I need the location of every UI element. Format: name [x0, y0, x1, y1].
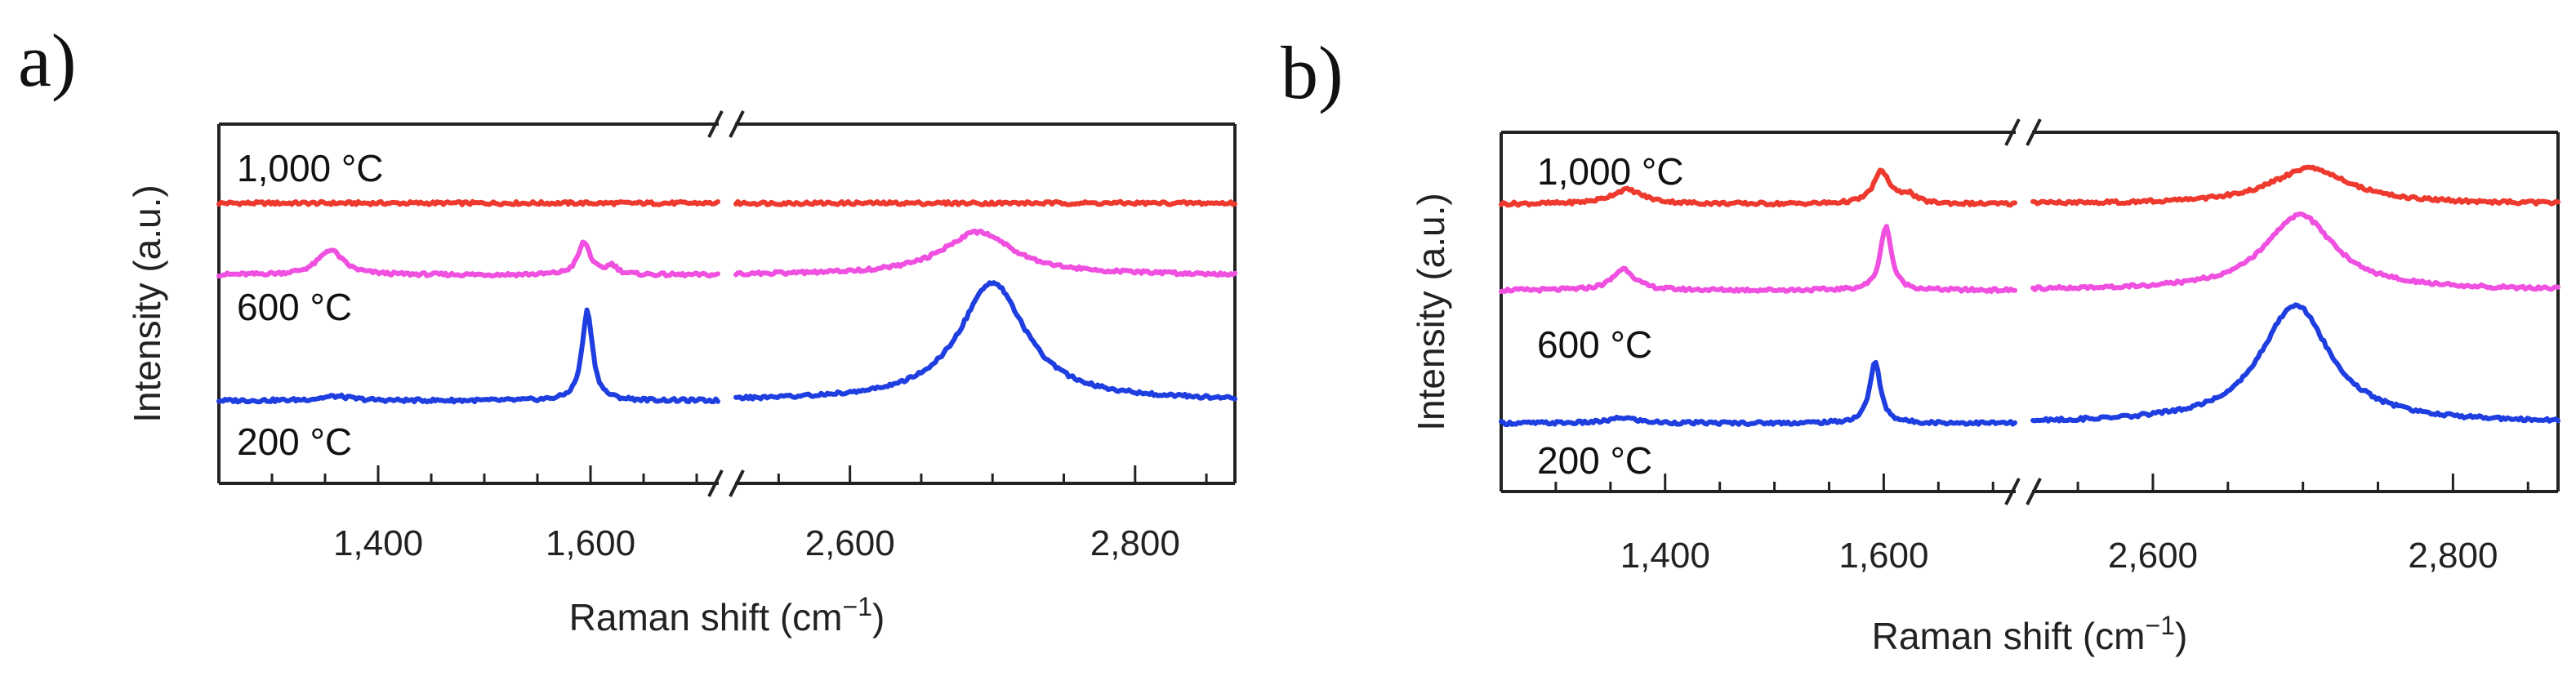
x-axis-title: Raman shift (cm−1) [1872, 611, 2188, 657]
spectrum-1000c-segment-1 [216, 198, 720, 207]
panel-b-letter: b) [1281, 31, 1344, 114]
axis-break-mark [2004, 478, 2021, 505]
spectrum-600c-segment-2 [2030, 211, 2560, 292]
spectrum-200c-segment-1 [216, 307, 720, 405]
panel-b-chart: 1,400 1,600 2,600 2,800 Intensity (a.u.) Rama… [1410, 118, 2560, 657]
axis-break-mark [707, 469, 724, 497]
series-label: 1,000 °C [237, 147, 384, 189]
spectrum-600c-segment-1 [216, 239, 720, 279]
axis-break-mark [2026, 478, 2042, 505]
x-tick-label: 2,800 [1090, 523, 1180, 563]
x-tick-label: 1,400 [333, 523, 423, 563]
spectrum-600c-segment-2 [733, 229, 1237, 278]
spectrum-200c-segment-1 [1499, 359, 2017, 428]
spectrum-200c-segment-2 [2030, 302, 2560, 424]
spectrum-1000c-segment-2 [733, 198, 1237, 207]
x-tick-label: 2,600 [805, 523, 895, 563]
axis-break-mark [729, 110, 745, 138]
panel-a-letter: a) [18, 19, 76, 102]
spectrum-200c-segment-2 [733, 280, 1237, 402]
axis-break-mark [2026, 118, 2042, 146]
series-label: 600 °C [237, 286, 352, 328]
spectrum-1000c-segment-1 [1499, 167, 2017, 208]
x-tick-label: 2,600 [2108, 536, 2198, 576]
y-axis-title: Intensity (a.u.) [1410, 193, 1452, 430]
y-axis-title: Intensity (a.u.) [126, 185, 168, 422]
series-label: 1,000 °C [1537, 150, 1684, 193]
series-label: 200 °C [237, 420, 352, 463]
x-tick-label: 2,800 [2408, 536, 2498, 576]
series-label: 200 °C [1537, 439, 1652, 482]
axis-break-mark [2004, 118, 2021, 146]
panel-a-chart: 1,400 1,600 2,600 2,800 Intensity (a.u.) Rama… [126, 110, 1237, 638]
x-tick-label: 1,600 [1838, 536, 1928, 576]
x-tick-label: 1,400 [1620, 536, 1710, 576]
spectrum-600c-segment-1 [1499, 224, 2017, 295]
spectrum-1000c-segment-2 [2030, 164, 2560, 207]
axis-break-mark [729, 469, 745, 497]
axis-break-mark [707, 110, 724, 138]
series-label: 600 °C [1537, 323, 1652, 366]
x-axis-title: Raman shift (cm−1) [569, 592, 885, 638]
x-tick-label: 1,600 [546, 523, 635, 563]
